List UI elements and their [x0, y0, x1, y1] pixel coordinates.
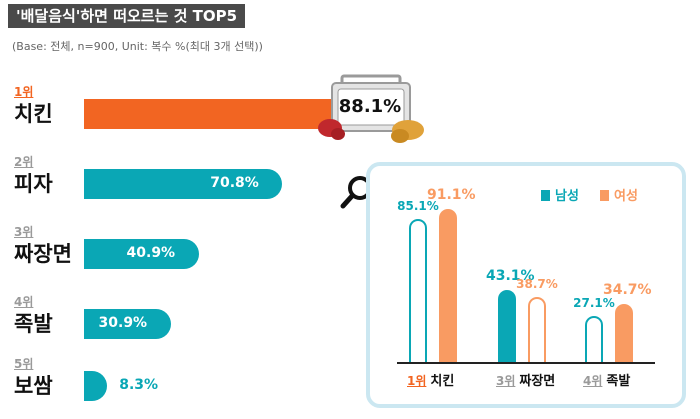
top-value-label: 88.1% — [338, 96, 402, 117]
female-bar — [615, 303, 633, 362]
chart-title: '배달음식'하면 떠오르는 것 TOP5 — [8, 4, 246, 28]
female-value-label: 34.7% — [603, 281, 652, 298]
legend-female: 여성 — [600, 185, 638, 204]
bar-value-label: 40.9% — [126, 245, 176, 261]
bar-value-label: 70.8% — [210, 175, 259, 191]
bar-value-label: 30.9% — [98, 315, 148, 331]
category-axis-label: 1위 치킨 — [407, 370, 454, 389]
bar — [84, 99, 331, 129]
category-axis-label: 4위 족발 — [583, 370, 630, 389]
legend-male-swatch — [541, 190, 550, 201]
category-label: 치킨 — [14, 102, 53, 126]
base-note: (Base: 전체, n=900, Unit: 복수 %(최대 3개 선택)) — [12, 40, 263, 53]
rank-label: 2위 — [14, 155, 34, 169]
female-value-label: 91.1% — [427, 186, 476, 203]
rank-label: 3위 — [496, 374, 516, 388]
category-label: 보쌈 — [14, 374, 53, 398]
category-label: 족발 — [606, 374, 631, 389]
category-label: 짜장면 — [519, 374, 556, 389]
legend-female-label: 여성 — [614, 189, 638, 204]
category-label: 짜장면 — [14, 242, 72, 266]
female-bar — [528, 296, 546, 362]
male-bar — [498, 289, 516, 362]
female-bar — [439, 208, 457, 362]
rank-label: 4위 — [583, 374, 603, 388]
male-bar — [409, 219, 427, 362]
legend-male-label: 남성 — [555, 189, 579, 204]
male-bar — [585, 316, 603, 362]
legend-female-swatch — [600, 190, 609, 201]
legend-male: 남성 — [541, 185, 579, 204]
rank-label: 5위 — [14, 357, 34, 371]
rank-label: 4위 — [14, 295, 34, 309]
bar-value-label: 8.3% — [119, 377, 159, 393]
delivery-box-icon — [331, 74, 411, 132]
category-label: 피자 — [14, 172, 53, 196]
bar — [84, 371, 108, 401]
rank-label: 3위 — [14, 225, 34, 239]
x-axis-line — [397, 362, 655, 364]
category-axis-label: 3위 짜장면 — [496, 370, 555, 389]
male-value-label: 27.1% — [573, 296, 615, 311]
male-value-label: 85.1% — [397, 199, 439, 214]
rank-label: 1위 — [14, 85, 34, 99]
category-label: 족발 — [14, 312, 53, 336]
rank-label: 1위 — [407, 374, 427, 388]
bar — [84, 169, 283, 199]
fried-chicken-icon — [318, 119, 424, 143]
bar — [84, 239, 199, 269]
bar — [84, 309, 171, 339]
female-value-label: 38.7% — [516, 276, 558, 291]
male-value-label: 43.1% — [486, 267, 535, 284]
category-label: 치킨 — [430, 374, 455, 389]
